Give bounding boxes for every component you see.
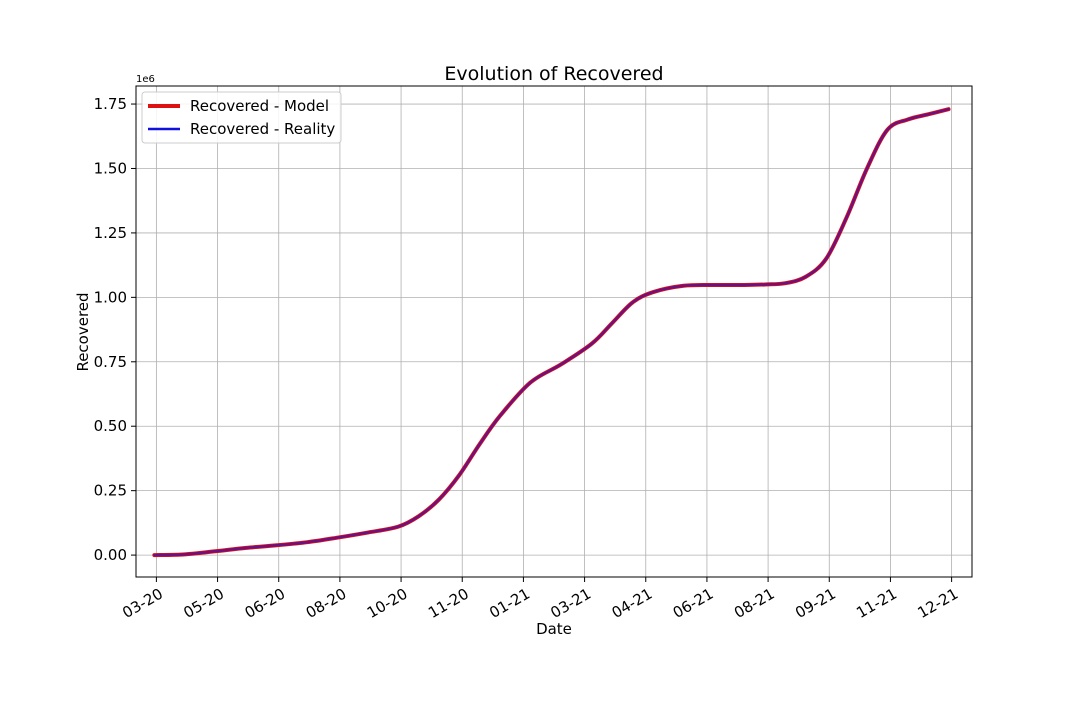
grid (136, 86, 972, 577)
series-line-reality (153, 107, 950, 557)
x-tick-label: 01-21 (486, 585, 533, 622)
legend-box (141, 91, 342, 144)
x-axis-label: Date (536, 620, 572, 638)
x-axis: 03-20 05-20 06-20 08-20 10-20 11-20 01-21 03-21… (119, 577, 961, 622)
x-tick-label: 06-21 (670, 585, 717, 622)
y-tick-label: 0.50 (94, 417, 127, 435)
x-tick-label: 04-21 (609, 585, 656, 622)
legend: Recovered - Model Recovered - Reality (141, 91, 342, 144)
plot-frame (135, 85, 973, 578)
x-tick-label: 06-20 (242, 585, 289, 622)
x-tick-label: 10-20 (364, 585, 411, 622)
y-tick-label: 1.75 (94, 95, 127, 113)
y-tick-label: 1.50 (94, 159, 127, 177)
y-offset-label: 1e6 (136, 74, 155, 85)
x-tick-label: 03-21 (547, 585, 594, 622)
y-tick-label: 0.75 (94, 353, 127, 371)
x-tick-label: 11-21 (853, 585, 900, 622)
x-tick-label: 05-20 (180, 585, 227, 622)
y-axis-label: Recovered (74, 292, 92, 371)
series-lines (152, 107, 951, 558)
y-tick-label: 1.25 (94, 224, 127, 242)
x-tick-label: 12-21 (914, 585, 961, 622)
y-tick-label: 0.00 (94, 546, 127, 564)
x-tick-label: 08-20 (303, 585, 350, 622)
legend-label-reality: Recovered - Reality (190, 120, 335, 138)
legend-label-model: Recovered - Model (190, 97, 329, 115)
y-tick-label: 1.00 (94, 288, 127, 306)
x-tick-label: 03-20 (119, 585, 166, 622)
x-tick-label: 09-21 (792, 585, 839, 622)
x-tick-label: 08-21 (731, 585, 778, 622)
x-tick-label: 11-20 (425, 585, 472, 622)
y-axis: 0.00 0.25 0.50 0.75 1.00 1.25 1.50 1.75 (94, 95, 136, 564)
chart-title: Evolution of Recovered (444, 63, 663, 85)
y-tick-label: 0.25 (94, 482, 127, 500)
